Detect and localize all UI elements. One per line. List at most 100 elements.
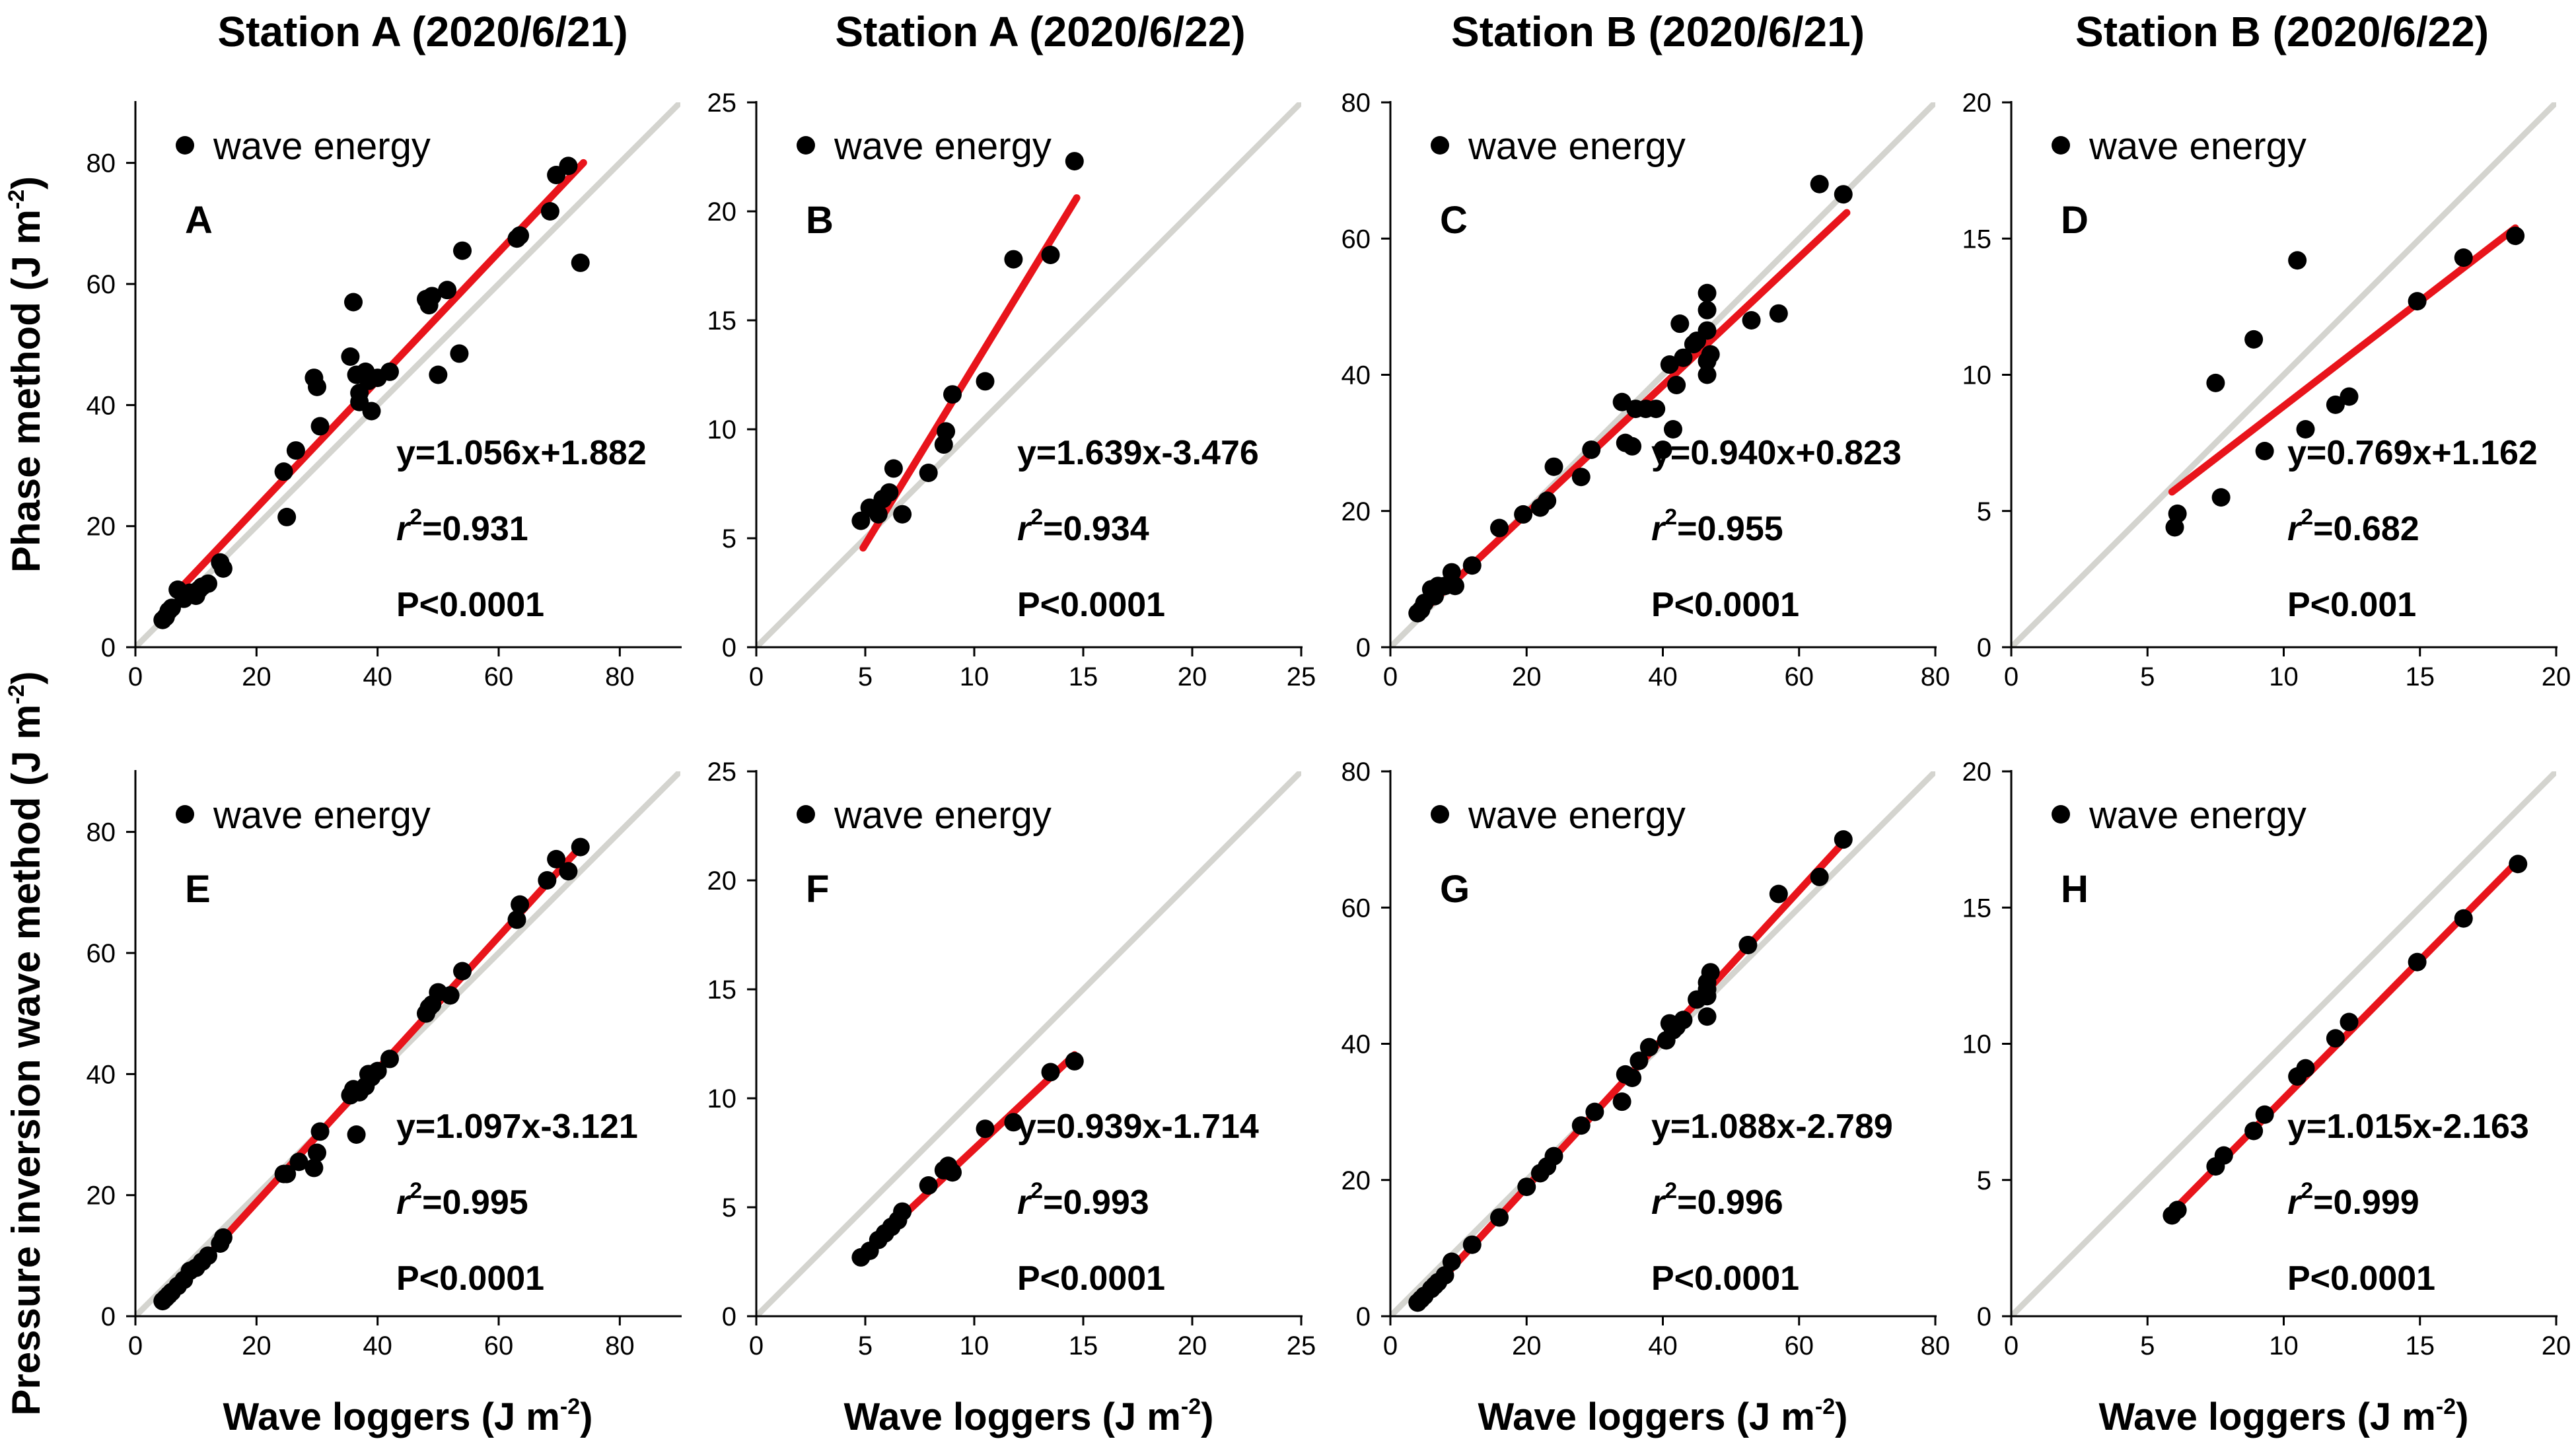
legend-label: wave energy: [213, 125, 431, 168]
y-tick-label: 15: [707, 975, 737, 1004]
legend-label: wave energy: [2089, 794, 2307, 837]
y-tick-label: 20: [1342, 1166, 1371, 1195]
data-point: [937, 422, 956, 441]
data-point: [1514, 505, 1533, 524]
y-tick-label: 5: [722, 524, 736, 553]
y-tick-label: 20: [87, 1181, 116, 1211]
data-point: [1445, 577, 1464, 596]
panel-b: 0 5 10 15 20 25 0 5 10 15 20 25 wave energyBy=1.639x…: [707, 88, 1316, 691]
r-squared: r2=0.996: [1651, 1178, 1783, 1222]
y-tick-label: 0: [1977, 633, 1991, 662]
x-tick-label: 10: [960, 1331, 989, 1360]
legend-marker: [797, 805, 815, 824]
y-tick-label: 5: [1977, 1166, 1991, 1195]
x-tick-label: 80: [1921, 1331, 1950, 1360]
data-point: [1742, 311, 1761, 330]
x-tick-label: 20: [1178, 662, 1207, 691]
identity-line: [756, 102, 1301, 647]
data-point: [1674, 348, 1693, 367]
x-tick-label: 20: [1512, 1331, 1542, 1360]
data-point: [1623, 1069, 1642, 1088]
data-point: [559, 862, 578, 881]
data-point: [1701, 963, 1720, 982]
row-2-ylabel: Pressure inversion wave method (J m-2): [4, 671, 48, 1415]
data-point: [362, 402, 381, 421]
y-tick-label: 15: [1962, 894, 1992, 923]
x-tick-label: 0: [2004, 662, 2019, 691]
x-tick-label: 0: [2004, 1331, 2019, 1360]
x-tick-label: 80: [605, 1331, 635, 1360]
y-tick-label: 10: [707, 1084, 737, 1113]
legend-marker: [176, 805, 194, 824]
data-point: [1004, 250, 1023, 269]
data-point: [851, 511, 871, 530]
data-point: [2206, 373, 2225, 392]
r-squared: r2=0.934: [1017, 505, 1149, 548]
data-point: [304, 1158, 324, 1178]
data-point: [507, 910, 526, 929]
y-tick-label: 0: [722, 633, 736, 662]
y-tick-label: 0: [1356, 1302, 1371, 1331]
data-point: [1639, 1038, 1659, 1057]
y-tick-label: 25: [707, 88, 737, 118]
data-point: [2288, 251, 2307, 270]
data-point: [289, 1152, 308, 1172]
data-point: [1653, 440, 1672, 459]
data-point: [1698, 987, 1717, 1006]
x-tick-label: 10: [2269, 662, 2299, 691]
data-point: [893, 1202, 912, 1221]
data-point: [1612, 1092, 1631, 1111]
data-point: [213, 1228, 233, 1247]
column-title-1: Station A (2020/6/21): [217, 8, 627, 55]
data-point: [1004, 1113, 1023, 1132]
y-tick-label: 0: [722, 1302, 736, 1331]
y-tick-label: 10: [1962, 1030, 1992, 1059]
identity-line: [2011, 102, 2556, 647]
regression-equation: y=1.015x-2.163: [2287, 1108, 2529, 1146]
data-point: [2509, 855, 2528, 874]
data-point: [1670, 314, 1690, 334]
panel-letter: E: [185, 868, 211, 911]
data-point: [1834, 830, 1853, 849]
panel-d: 0 5 10 15 20 0 5 10 15 20 wave energyDy=0.769x+1.1…: [1962, 88, 2571, 691]
data-point: [547, 849, 566, 868]
p-value: P<0.0001: [1017, 1259, 1165, 1298]
y-tick-label: 60: [87, 270, 116, 299]
data-point: [1769, 304, 1788, 323]
x-tick-label: 40: [1648, 1331, 1678, 1360]
data-point: [919, 1176, 938, 1195]
data-point: [310, 417, 330, 436]
x-tick-label: 60: [1785, 662, 1814, 691]
x-tick-label: 0: [1383, 1331, 1398, 1360]
data-point: [538, 871, 557, 890]
data-point: [571, 837, 590, 857]
data-point: [1698, 300, 1717, 320]
x-tick-label: 20: [2542, 662, 2571, 691]
data-point: [1667, 375, 1686, 394]
legend-label: wave energy: [834, 794, 1052, 837]
data-point: [571, 253, 590, 272]
x-tick-label: 5: [858, 1331, 873, 1360]
data-point: [1065, 152, 1084, 171]
data-point: [1517, 1178, 1536, 1197]
y-tick-label: 40: [1342, 361, 1371, 390]
y-tick-label: 60: [1342, 225, 1371, 254]
p-value: P<0.0001: [1651, 586, 1799, 624]
x-tick-label: 15: [1069, 1331, 1098, 1360]
data-point: [2454, 909, 2473, 928]
data-point: [453, 962, 472, 981]
x-tick-label: 0: [128, 1331, 143, 1360]
y-tick-label: 60: [87, 939, 116, 968]
data-point: [976, 1119, 995, 1139]
data-point: [2408, 292, 2427, 311]
x-tick-label: 5: [858, 662, 873, 691]
data-point: [1674, 1010, 1693, 1030]
data-point: [277, 507, 297, 526]
x-tick-label: 20: [2542, 1331, 2571, 1360]
data-point: [1663, 420, 1682, 439]
data-point: [1442, 1252, 1461, 1271]
data-point: [2211, 488, 2231, 507]
x-tick-label: 80: [605, 662, 635, 691]
y-tick-label: 0: [1977, 1302, 1991, 1331]
data-point: [441, 986, 460, 1005]
